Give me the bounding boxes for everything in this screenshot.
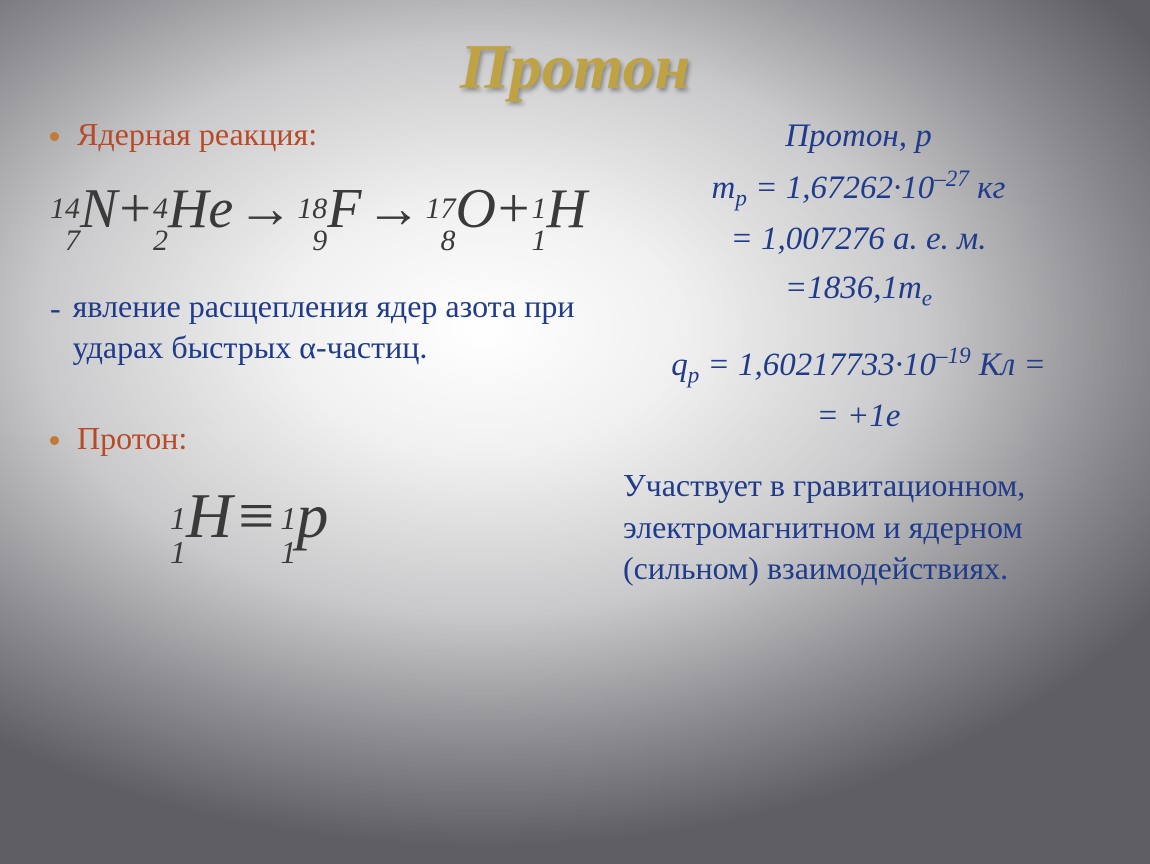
reaction-heading: Ядерная реакция:: [77, 114, 317, 155]
slide-content: Протон Ядерная реакция: 147N+42He→189F→1…: [0, 0, 1150, 864]
columns: Ядерная реакция: 147N+42He→189F→178O+11H…: [0, 114, 1150, 590]
mass-block: Протон, р mp = 1,67262·10–27 кг = 1,0072…: [617, 114, 1100, 314]
interactions-text: Участвует в гравитационном, электромагни…: [617, 465, 1100, 590]
dash-icon: -: [50, 290, 61, 327]
mass-line-me: =1836,1me: [617, 266, 1100, 314]
mass-line-kg: mp = 1,67262·10–27 кг: [617, 163, 1100, 214]
bullet-splitting: - явление расщепления ядер азота при уда…: [50, 286, 587, 368]
charge-line-1: qp = 1,60217733·10–19 Кл =: [617, 340, 1100, 391]
left-column: Ядерная реакция: 147N+42He→189F→178O+11H…: [50, 114, 587, 590]
proton-identity-formula: 11H≡11p: [170, 479, 587, 564]
proton-heading: Протон:: [77, 418, 187, 459]
slide-title: Протон: [0, 0, 1150, 104]
nuclear-reaction-formula: 147N+42He→189F→178O+11H: [50, 177, 587, 252]
splitting-text: явление расщепления ядер азота при удара…: [73, 286, 587, 368]
bullet-icon: [50, 436, 59, 445]
bullet-icon: [50, 132, 59, 141]
bullet-proton-heading: Протон:: [50, 418, 587, 459]
right-column: Протон, р mp = 1,67262·10–27 кг = 1,0072…: [617, 114, 1100, 590]
mass-line-amu: = 1,007276 а. е. м.: [617, 217, 1100, 262]
charge-block: qp = 1,60217733·10–19 Кл = = +1е: [617, 340, 1100, 439]
proton-symbol-line: Протон, р: [617, 114, 1100, 159]
bullet-reaction-heading: Ядерная реакция:: [50, 114, 587, 155]
charge-line-2: = +1е: [617, 394, 1100, 439]
